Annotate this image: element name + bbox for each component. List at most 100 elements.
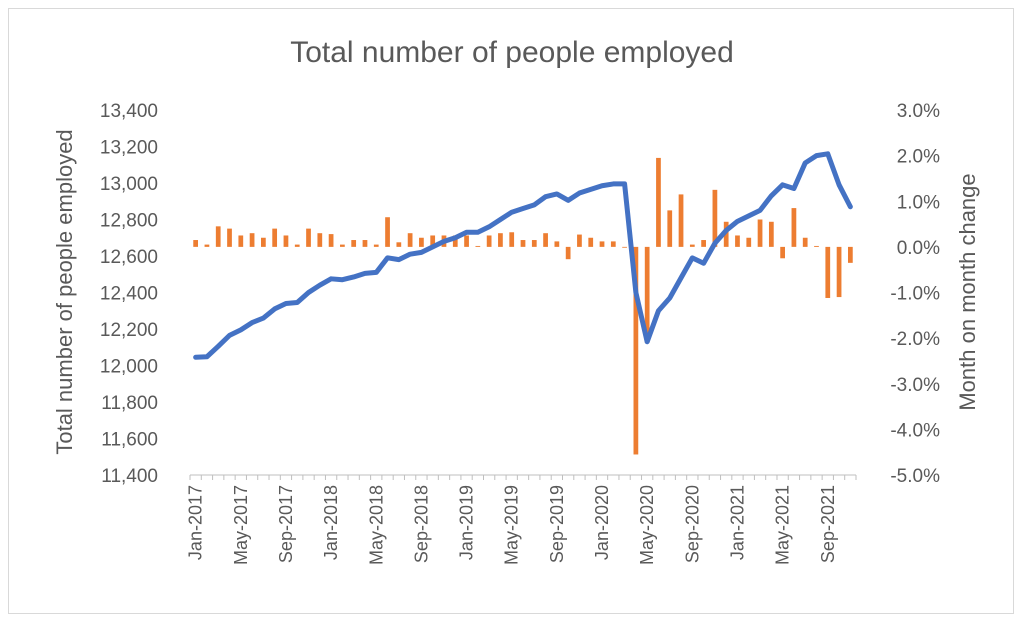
bar-Dec-2017 xyxy=(317,233,323,247)
employment-line xyxy=(193,151,853,360)
x-tick-label: Jan-2020 xyxy=(592,485,612,560)
bar-Apr-2021 xyxy=(768,221,774,247)
bar-Sep-2017 xyxy=(283,235,289,247)
bar-Jan-2019 xyxy=(464,235,469,247)
left-tick-label: 12,200 xyxy=(100,320,158,341)
bar-May-2018 xyxy=(373,244,379,247)
bar-Apr-2018 xyxy=(362,240,368,247)
bar-Feb-2018 xyxy=(340,244,345,247)
bar-Jun-2017 xyxy=(249,233,255,247)
x-tick-label: Sep-2021 xyxy=(818,485,838,563)
bar-Jan-2020 xyxy=(599,241,605,247)
bar-Aug-2018 xyxy=(407,233,413,247)
x-tick-label: Jan-2017 xyxy=(186,485,206,560)
bar-Sep-2018 xyxy=(419,237,424,247)
bar-Mar-2017 xyxy=(215,226,221,247)
bar-Feb-2019 xyxy=(475,245,481,247)
bar-Sep-2020 xyxy=(689,244,695,247)
bar-Feb-2017 xyxy=(204,244,210,247)
bar-Aug-2017 xyxy=(272,228,278,247)
bar-Feb-2020 xyxy=(610,241,616,247)
right-tick-label: -3.0% xyxy=(890,375,940,396)
right-tick-label: -4.0% xyxy=(890,420,940,441)
right-axis-label: Month on month change xyxy=(955,173,980,410)
left-tick-label: 13,200 xyxy=(100,138,158,159)
bar-Nov-2020 xyxy=(712,189,718,247)
left-tick-label: 11,800 xyxy=(101,393,158,414)
right-tick-label: 2.0% xyxy=(897,147,940,168)
x-tick-label: Sep-2019 xyxy=(547,485,567,563)
bar-Dec-2020 xyxy=(723,221,729,247)
bar-Mar-2021 xyxy=(757,219,763,247)
left-tick-label: 12,000 xyxy=(100,357,158,378)
bar-Sep-2019 xyxy=(554,241,560,247)
bar-Jun-2020 xyxy=(656,157,661,247)
right-tick-label: -1.0% xyxy=(890,284,940,305)
bar-Jan-2018 xyxy=(328,234,334,247)
right-y-axis: -5.0% -4.0% -3.0% -2.0% -1.0% 0.0% 1.0% 2.0% 3.0… xyxy=(890,101,940,487)
bar-Dec-2018 xyxy=(452,235,458,247)
left-tick-label: 11,400 xyxy=(101,466,158,487)
bar-Dec-2019 xyxy=(588,237,594,247)
left-tick-label: 12,400 xyxy=(100,284,158,305)
right-tick-label: 3.0% xyxy=(897,101,940,122)
x-tick-label: May-2017 xyxy=(231,485,251,565)
bar-Jul-2017 xyxy=(261,237,266,247)
x-tick-label: Sep-2020 xyxy=(682,485,702,563)
left-tick-label: 12,800 xyxy=(100,211,158,232)
x-tick-label: Sep-2018 xyxy=(411,485,431,563)
bar-Jan-2017 xyxy=(193,240,199,247)
left-tick-label: 12,600 xyxy=(100,247,158,268)
bar-Oct-2021 xyxy=(836,246,842,298)
bar-Apr-2020 xyxy=(633,246,639,455)
chart-title: Total number of people employed xyxy=(290,36,734,69)
bar-May-2019 xyxy=(509,232,515,247)
right-tick-label: -5.0% xyxy=(890,466,940,487)
bar-Jul-2018 xyxy=(396,242,402,247)
bar-May-2020 xyxy=(644,246,650,343)
bar-May-2021 xyxy=(780,246,785,259)
x-tick-label: Sep-2017 xyxy=(276,485,296,563)
bar-Mar-2020 xyxy=(622,246,627,248)
bar-Oct-2019 xyxy=(565,246,571,260)
bar-May-2017 xyxy=(238,235,244,247)
chart-frame xyxy=(8,8,1014,614)
bar-Jul-2019 xyxy=(531,240,537,247)
bar-Oct-2018 xyxy=(430,235,436,247)
left-tick-label: 13,000 xyxy=(100,174,158,195)
bar-Jun-2018 xyxy=(385,217,390,247)
line-series xyxy=(193,151,853,360)
bar-Jan-2021 xyxy=(735,235,740,247)
bar-Aug-2019 xyxy=(543,233,548,247)
bar-series xyxy=(193,157,853,455)
bar-Jun-2021 xyxy=(791,208,797,247)
x-tick-label: May-2018 xyxy=(366,485,386,565)
x-tick-label: May-2020 xyxy=(637,485,657,565)
bar-Apr-2019 xyxy=(498,233,503,247)
x-tick-label: Jan-2021 xyxy=(727,485,747,560)
bar-Nov-2021 xyxy=(847,246,853,263)
right-tick-label: 1.0% xyxy=(897,192,940,213)
bar-Mar-2019 xyxy=(486,235,492,247)
bar-Feb-2021 xyxy=(746,237,752,247)
left-tick-label: 13,400 xyxy=(100,101,158,122)
left-axis-label: Total number of people employed xyxy=(52,129,77,454)
bar-Oct-2017 xyxy=(294,244,300,247)
x-axis xyxy=(189,474,857,480)
left-y-axis: 11,400 11,600 11,800 12,000 12,200 12,400 12,6… xyxy=(100,101,158,487)
x-tick-label: May-2019 xyxy=(502,485,522,565)
bar-Jul-2021 xyxy=(802,237,808,247)
left-tick-label: 11,600 xyxy=(101,430,158,451)
bar-Sep-2021 xyxy=(825,246,831,298)
bar-Aug-2020 xyxy=(678,194,684,247)
x-tick-label: Jan-2019 xyxy=(457,485,477,560)
x-tick-label: May-2021 xyxy=(773,485,793,565)
bar-Oct-2020 xyxy=(701,240,706,247)
bar-Aug-2021 xyxy=(814,245,819,247)
bar-Nov-2017 xyxy=(306,228,311,247)
right-tick-label: 0.0% xyxy=(897,238,940,259)
bar-Nov-2019 xyxy=(577,234,582,247)
x-tick-labels: Jan-2017 May-2017 Sep-2017 Jan-2018 May-2018… xyxy=(186,485,838,565)
right-tick-label: -2.0% xyxy=(890,329,940,350)
